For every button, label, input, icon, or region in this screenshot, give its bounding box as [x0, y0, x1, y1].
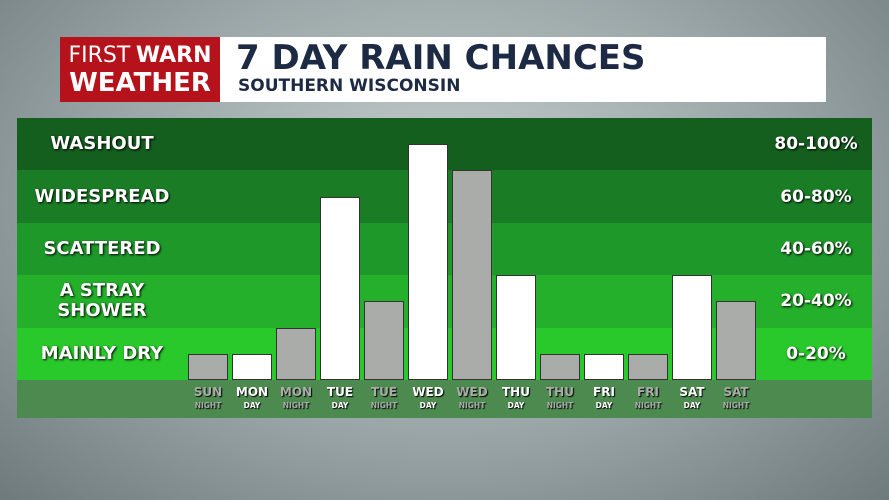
x-tick-period: NIGHT — [194, 401, 222, 410]
x-tick-label: SAT — [679, 385, 705, 399]
band-range: 0-20% — [786, 343, 846, 364]
title: 7 DAY RAIN CHANCES — [236, 38, 646, 78]
logo-weather: WEATHER — [69, 68, 211, 98]
band-label: WASHOUT — [50, 133, 154, 155]
x-tick-period: NIGHT — [722, 401, 750, 410]
bar — [716, 301, 756, 380]
x-tick-label: TUE — [370, 385, 398, 399]
band-label: WIDESPREAD — [34, 185, 170, 207]
band-range: 80-100% — [774, 134, 858, 155]
band-label: SCATTERED — [43, 238, 161, 259]
x-tick-period: DAY — [507, 401, 525, 410]
bar — [628, 353, 668, 380]
x-tick-label: WED — [412, 385, 444, 399]
logo-warn: WARN — [135, 43, 212, 68]
bar — [320, 196, 360, 380]
x-tick-period: DAY — [683, 401, 701, 410]
band-range: 20-40% — [780, 291, 852, 312]
x-tick-label: WED — [456, 385, 488, 399]
band-label: MAINLY DRY — [40, 342, 164, 364]
x-tick-period: DAY — [243, 401, 261, 410]
band-range: 40-60% — [780, 239, 852, 259]
x-tick-label: MON — [279, 385, 313, 399]
x-tick-period: DAY — [331, 401, 349, 410]
logo-first: FIRST — [68, 43, 131, 68]
bar — [232, 353, 272, 380]
x-tick-period: NIGHT — [546, 401, 574, 410]
bar — [496, 275, 536, 380]
bar — [408, 144, 448, 380]
x-tick-label: THU — [502, 385, 530, 399]
x-tick-label: MON — [235, 385, 269, 399]
x-tick-period: DAY — [595, 401, 613, 410]
x-tick-period: NIGHT — [282, 401, 310, 410]
bar — [672, 275, 712, 380]
bar — [452, 170, 492, 380]
logo: FIRST WARN WEATHER — [60, 37, 220, 102]
bar — [540, 353, 580, 380]
bar — [276, 327, 316, 380]
bar — [364, 301, 404, 380]
subtitle: SOUTHERN WISCONSIN — [238, 76, 461, 96]
x-tick-period: NIGHT — [370, 401, 398, 410]
band-range: 60-80% — [780, 186, 852, 207]
band-label: A STRAY SHOWER — [57, 280, 147, 322]
x-tick-period: DAY — [419, 401, 437, 410]
x-tick-label: FRI — [593, 385, 615, 399]
x-tick-period: NIGHT — [458, 401, 486, 410]
x-tick-label: SAT — [723, 385, 749, 399]
x-tick-label: THU — [546, 385, 574, 399]
x-tick-label: FRI — [637, 385, 659, 399]
x-tick-period: NIGHT — [634, 401, 662, 410]
x-tick-label: TUE — [326, 385, 354, 399]
x-tick-label: SUN — [193, 385, 223, 399]
bar — [188, 353, 228, 380]
bar — [584, 353, 624, 380]
